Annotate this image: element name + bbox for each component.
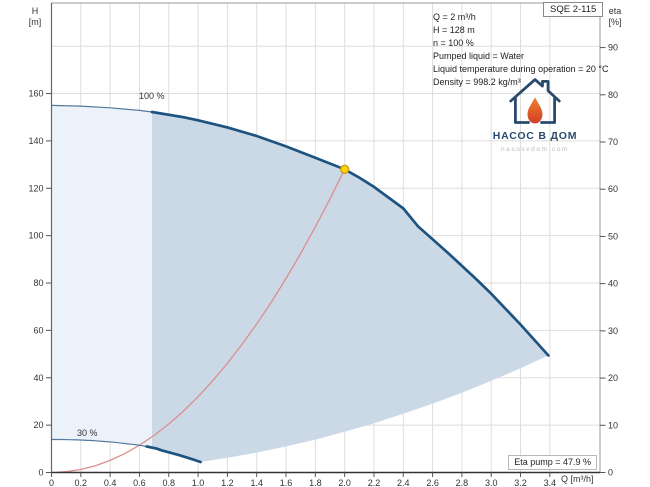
svg-text:80: 80 (33, 278, 43, 288)
eta-pump-readout: Eta pump = 47.9 % (508, 455, 597, 470)
svg-text:50: 50 (608, 231, 618, 241)
svg-text:2.4: 2.4 (397, 478, 410, 487)
house-flame-icon (509, 78, 561, 124)
operating-conditions-panel: Q = 2 m³/h H = 128 m n = 100 % Pumped li… (433, 11, 608, 89)
svg-text:60: 60 (608, 184, 618, 194)
logo-name: НАСОС В ДОМ (492, 130, 578, 142)
info-line-flow: Q = 2 m³/h (433, 12, 476, 22)
right-axis-title-unit: [%] (608, 17, 622, 27)
svg-text:1.0: 1.0 (192, 478, 205, 487)
x-axis-title: Q [m³/h] (561, 474, 594, 484)
svg-text:2.8: 2.8 (456, 478, 469, 487)
svg-text:0: 0 (38, 468, 43, 478)
svg-text:1.6: 1.6 (280, 478, 293, 487)
svg-text:3.0: 3.0 (485, 478, 498, 487)
svg-text:0: 0 (608, 468, 613, 478)
info-line-density: Density = 998.2 kg/m³ (433, 77, 521, 87)
right-axis-title: eta [%] (602, 6, 628, 28)
svg-text:70: 70 (608, 137, 618, 147)
svg-text:80: 80 (608, 90, 618, 100)
svg-text:3.2: 3.2 (514, 478, 527, 487)
svg-text:0.4: 0.4 (104, 478, 117, 487)
svg-text:0.8: 0.8 (162, 478, 175, 487)
svg-text:10: 10 (608, 420, 618, 430)
svg-text:40: 40 (33, 373, 43, 383)
svg-text:20: 20 (33, 420, 43, 430)
svg-text:120: 120 (28, 183, 43, 193)
svg-text:2.2: 2.2 (368, 478, 381, 487)
svg-text:1.8: 1.8 (309, 478, 322, 487)
svg-text:160: 160 (28, 89, 43, 99)
svg-text:60: 60 (33, 325, 43, 335)
svg-text:20: 20 (608, 373, 618, 383)
svg-text:40: 40 (608, 279, 618, 289)
svg-text:0.6: 0.6 (133, 478, 146, 487)
left-axis-title: H [m] (22, 6, 48, 28)
right-axis-title-symbol: eta (608, 6, 622, 16)
info-line-head: H = 128 m (433, 25, 475, 35)
svg-text:0: 0 (49, 478, 54, 487)
svg-text:140: 140 (28, 136, 43, 146)
svg-text:2.0: 2.0 (338, 478, 351, 487)
left-axis-title-unit: [m] (28, 17, 42, 27)
vendor-logo: НАСОС В ДОМ nasosvdom.com (485, 76, 585, 155)
svg-text:3.4: 3.4 (544, 478, 557, 487)
svg-text:0.2: 0.2 (75, 478, 88, 487)
info-line-liquid: Pumped liquid = Water (433, 51, 524, 61)
svg-text:90: 90 (608, 43, 618, 53)
info-line-temperature: Liquid temperature during operation = 20… (433, 64, 609, 74)
svg-text:2.6: 2.6 (426, 478, 439, 487)
logo-website: nasosvdom.com (500, 146, 570, 153)
left-axis-title-symbol: H (31, 6, 39, 16)
speed-30-label: 30 % (77, 428, 98, 438)
svg-text:100: 100 (28, 231, 43, 241)
svg-text:30: 30 (608, 326, 618, 336)
svg-text:1.2: 1.2 (221, 478, 234, 487)
pump-model-badge: SQE 2-115 (543, 2, 604, 17)
speed-100-label: 100 % (139, 91, 165, 101)
info-line-speed: n = 100 % (433, 38, 474, 48)
svg-text:1.4: 1.4 (250, 478, 263, 487)
